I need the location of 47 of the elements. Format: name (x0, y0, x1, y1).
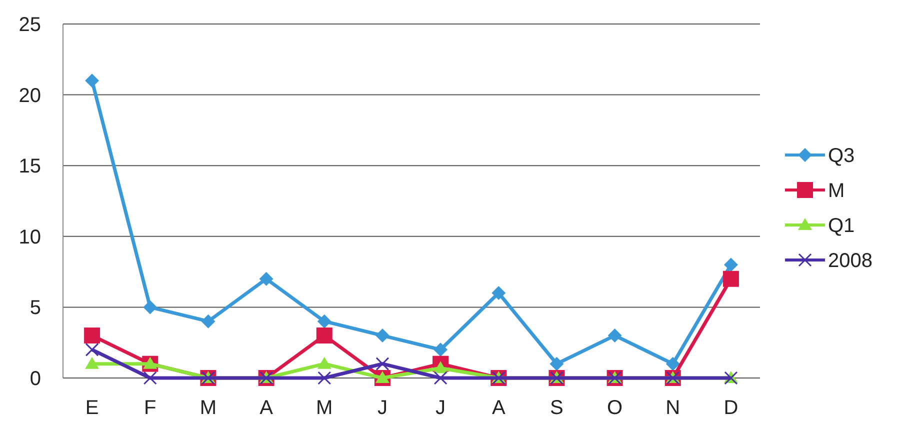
point (375, 371, 390, 383)
x-tick-label: N (666, 397, 680, 419)
point (666, 356, 680, 371)
point (85, 356, 100, 369)
point (434, 342, 448, 357)
x-tick-label: A (260, 397, 274, 419)
point (434, 371, 448, 385)
x-tick-label: F (144, 397, 156, 419)
x-tick-label: M (316, 397, 333, 419)
y-tick-label: 15 (18, 156, 41, 178)
x-tick-label: O (607, 397, 623, 419)
point (84, 328, 100, 344)
x-tick-label: A (492, 397, 506, 419)
legend-label: Q1 (828, 215, 855, 237)
point (375, 328, 390, 343)
point (259, 272, 274, 286)
point (85, 342, 99, 356)
point (201, 314, 216, 328)
x-tick-label: E (85, 397, 99, 419)
legend-label: 2008 (828, 250, 872, 272)
x-tick-label: M (200, 397, 217, 419)
x-tick-label: J (377, 397, 388, 419)
point (143, 300, 158, 314)
point (550, 356, 564, 371)
x-tick-label: S (550, 397, 564, 419)
point (317, 356, 332, 369)
point (143, 356, 158, 369)
legend-label: Q3 (828, 145, 855, 167)
y-tick-label: 10 (18, 226, 41, 248)
point (317, 314, 332, 328)
point (318, 371, 332, 385)
legend-label: M (828, 180, 845, 202)
point (434, 361, 448, 374)
point (492, 286, 506, 300)
point (724, 258, 738, 272)
x-tick-label: J (436, 397, 446, 419)
y-tick-label: 20 (18, 84, 41, 107)
y-tick-label: 25 (18, 14, 41, 36)
point (85, 74, 100, 88)
y-tick-label: 5 (30, 297, 41, 320)
point (316, 328, 332, 344)
point (376, 357, 390, 371)
point (143, 371, 157, 385)
point (722, 270, 739, 287)
y-tick-label: 0 (30, 368, 41, 390)
x-tick-label: D (724, 397, 738, 419)
point (608, 328, 622, 343)
